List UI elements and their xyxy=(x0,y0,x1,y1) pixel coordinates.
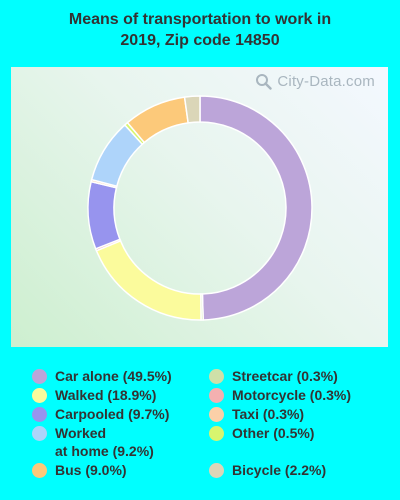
legend-item-other: Other (0.5%) xyxy=(209,424,314,442)
legend-label-carpooled: Carpooled (9.7%) xyxy=(55,406,170,422)
legend-item-streetcar: Streetcar (0.3%) xyxy=(209,367,338,385)
legend-label-streetcar: Streetcar (0.3%) xyxy=(232,368,338,384)
legend-swatch-walked xyxy=(32,388,47,403)
legend-item-walked: Walked (18.9%) xyxy=(32,386,156,404)
legend-swatch-streetcar xyxy=(209,369,224,384)
chart-title-line-1: Means of transportation to work in xyxy=(68,11,332,28)
legend-item-motorcycle: Motorcycle (0.3%) xyxy=(209,386,351,404)
legend-item-bicycle: Bicycle (2.2%) xyxy=(209,461,326,479)
chart-title-line-2: 2019, Zip code 14850 xyxy=(120,32,280,49)
legend-label-other: Other (0.5%) xyxy=(232,425,315,441)
legend-swatch-worked-at-home xyxy=(32,426,47,441)
legend-label-worked-at-home: Worked at home (9.2%) xyxy=(55,424,154,460)
chart-title: Means of transportation to work in 2019,… xyxy=(0,9,400,51)
donut-slice-walked xyxy=(95,239,202,321)
legend-swatch-other xyxy=(209,426,224,441)
legend-label-worked-at-home-line-2: at home (9.2%) xyxy=(55,443,154,459)
legend-label-motorcycle: Motorcycle (0.3%) xyxy=(232,387,352,403)
legend-item-car-alone: Car alone (49.5%) xyxy=(32,367,172,385)
legend-label-walked: Walked (18.9%) xyxy=(55,387,157,403)
legend-swatch-bus xyxy=(32,463,47,478)
donut-chart xyxy=(87,95,313,321)
legend-item-worked-at-home: Worked at home (9.2%) xyxy=(32,424,154,460)
donut-slice-carpooled xyxy=(87,180,121,250)
legend-item-taxi: Taxi (0.3%) xyxy=(209,405,304,423)
legend-swatch-car-alone xyxy=(32,369,47,384)
watermark: City-Data.com xyxy=(255,73,375,90)
legend-label-bus: Bus (9.0%) xyxy=(55,462,127,478)
legend-item-bus: Bus (9.0%) xyxy=(32,461,127,479)
magnifier-icon xyxy=(256,74,273,90)
legend-swatch-bicycle xyxy=(209,463,224,478)
legend-swatch-taxi xyxy=(209,407,224,422)
chart-panel: City-Data.com xyxy=(11,67,388,347)
legend-label-car-alone: Car alone (49.5%) xyxy=(55,368,172,384)
legend-swatch-motorcycle xyxy=(209,388,224,403)
donut-slice-car-alone xyxy=(199,95,313,321)
legend-label-bicycle: Bicycle (2.2%) xyxy=(232,462,327,478)
legend-label-worked-at-home-line-1: Worked xyxy=(55,425,107,441)
watermark-text: City-Data.com xyxy=(277,73,375,90)
legend: Car alone (49.5%) Walked (18.9%) Carpool… xyxy=(0,365,400,485)
legend-item-carpooled: Carpooled (9.7%) xyxy=(32,405,169,423)
legend-swatch-carpooled xyxy=(32,407,47,422)
legend-label-taxi: Taxi (0.3%) xyxy=(232,406,305,422)
donut-slice-bicycle xyxy=(183,95,201,124)
